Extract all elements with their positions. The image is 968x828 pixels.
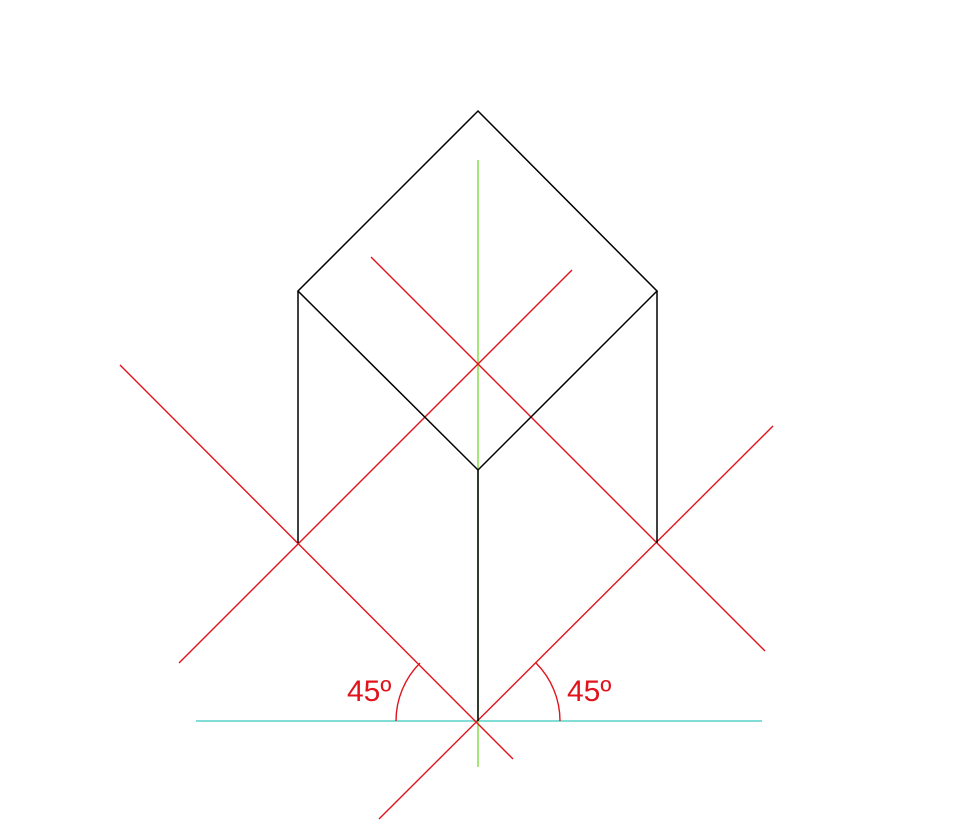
construction-lines bbox=[119, 256, 774, 820]
cube-edges bbox=[296, 109, 659, 721]
construction-line-right-outer bbox=[378, 425, 774, 820]
construction-line-right-inner bbox=[370, 256, 766, 652]
left-angle-label: 45º bbox=[347, 675, 391, 708]
right-angle-arc bbox=[535, 662, 561, 722]
right-angle-label: 45º bbox=[567, 675, 611, 708]
left-angle-arc bbox=[395, 662, 421, 722]
construction-line-left-outer bbox=[119, 364, 514, 760]
construction-line-left-inner bbox=[178, 269, 573, 664]
